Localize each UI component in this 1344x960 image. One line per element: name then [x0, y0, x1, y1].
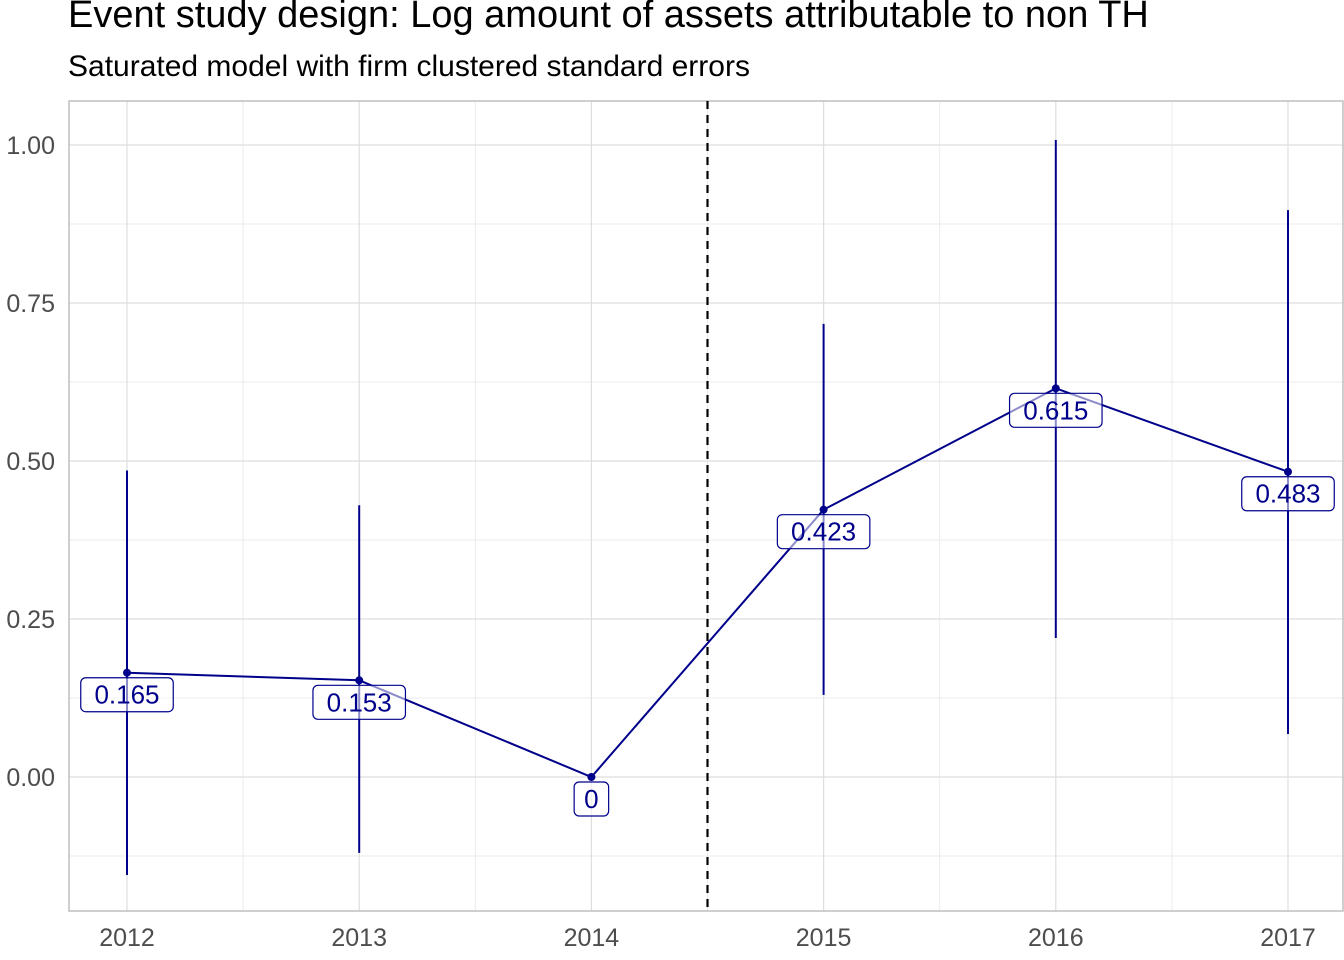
data-label-box	[80, 677, 174, 713]
x-tick-label: 2013	[331, 924, 387, 952]
data-label-text: 0	[584, 784, 598, 814]
point-2016	[1051, 384, 1060, 393]
data-label-box	[312, 684, 407, 720]
data-label-text: 0.423	[791, 517, 856, 547]
point-2017	[1284, 467, 1292, 476]
data-label-box	[1241, 476, 1335, 512]
x-tick-label: 2014	[564, 924, 620, 952]
panel-border	[68, 100, 1344, 912]
chart-title: Event study design: Log amount of assets…	[68, 0, 1149, 36]
x-tick-label: 2012	[99, 924, 155, 952]
data-label-2014: 0	[573, 781, 610, 817]
data-label-2013: 0.153	[312, 684, 407, 720]
data-label-box	[776, 514, 871, 550]
data-label-text: 0.153	[327, 687, 392, 717]
x-tick-label: 2015	[796, 924, 852, 952]
data-label-2012: 0.165	[80, 677, 174, 713]
data-label-box	[573, 781, 610, 817]
x-tick-label: 2017	[1260, 924, 1316, 952]
data-label-box	[1008, 392, 1103, 428]
y-tick-label: 0.00	[6, 764, 55, 792]
y-axis-ticks: 0.00 0.25 0.50 0.75 1.00	[6, 132, 55, 792]
y-tick-label: 0.50	[6, 448, 55, 476]
point-2013	[355, 676, 364, 685]
x-tick-label: 2016	[1028, 924, 1084, 952]
data-label-2016: 0.615	[1008, 392, 1103, 428]
estimate-points	[123, 384, 1292, 781]
y-tick-label: 0.25	[6, 606, 55, 634]
chart-subtitle: Saturated model with firm clustered stan…	[68, 50, 750, 83]
data-labels: 0.165 0.153 0 0.423 0.615 0.483	[80, 392, 1335, 817]
point-2014	[587, 773, 596, 781]
y-tick-label: 1.00	[6, 132, 55, 160]
x-axis-ticks: 2012 2013 2014 2015 2016 2017	[99, 924, 1316, 952]
point-2012	[123, 668, 131, 677]
data-label-2015: 0.423	[776, 514, 871, 550]
data-label-text: 0.483	[1255, 479, 1320, 509]
data-label-text: 0.615	[1023, 395, 1088, 425]
panel-border-rect	[68, 100, 1344, 912]
point-2015	[819, 505, 828, 514]
y-tick-label: 0.75	[6, 290, 55, 318]
data-label-text: 0.165	[94, 680, 159, 710]
data-label-2017: 0.483	[1241, 476, 1335, 512]
